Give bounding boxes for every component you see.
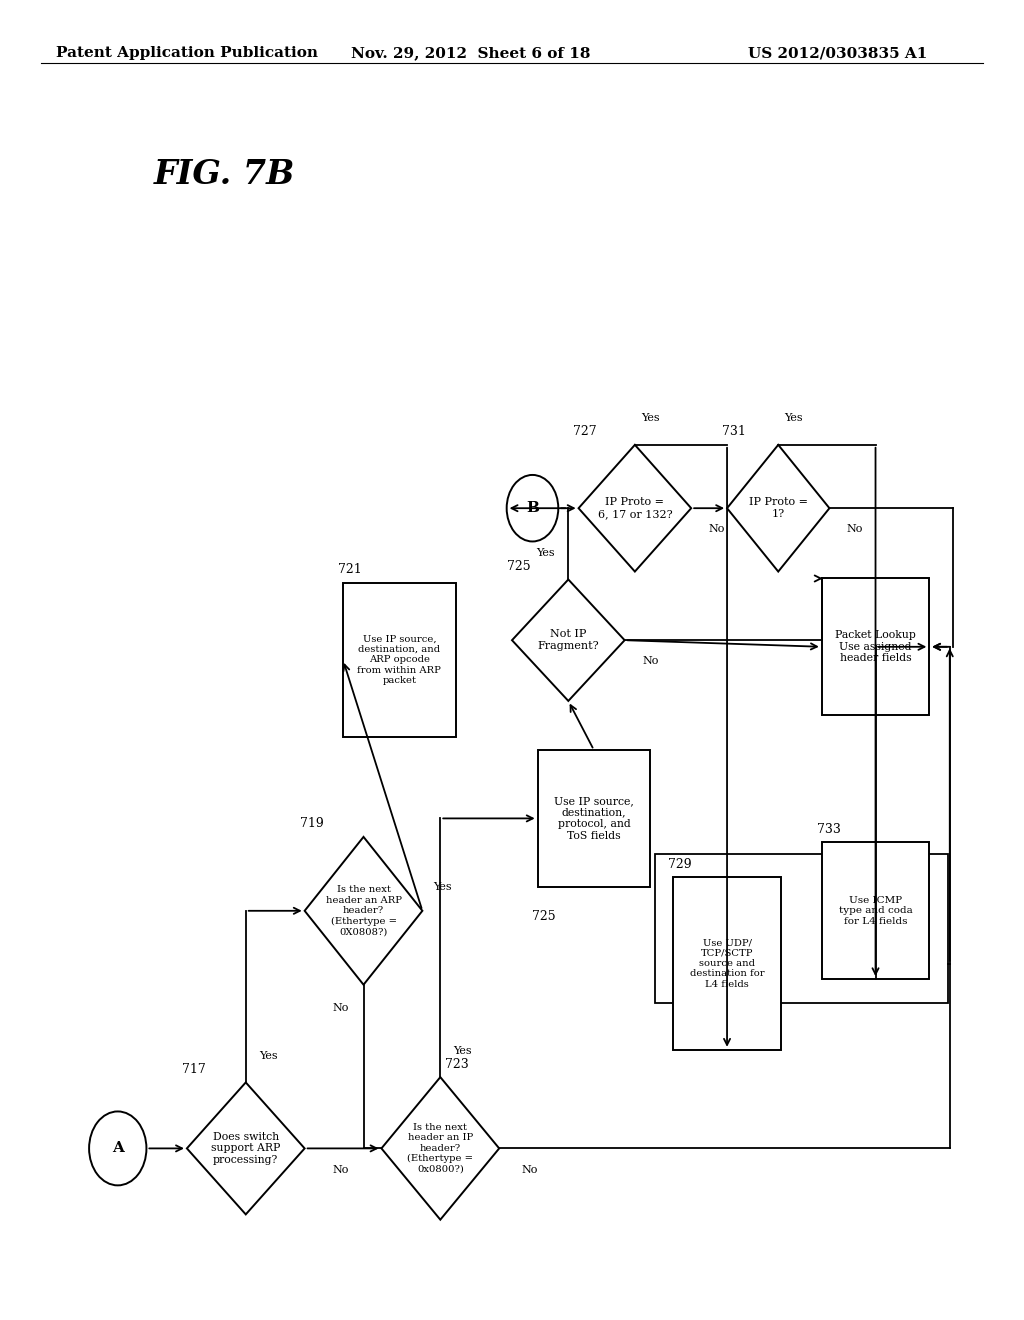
FancyBboxPatch shape (674, 878, 780, 1049)
Text: Yes: Yes (454, 1045, 472, 1056)
Polygon shape (186, 1082, 305, 1214)
Text: Yes: Yes (641, 413, 659, 424)
FancyBboxPatch shape (821, 578, 930, 715)
Text: Yes: Yes (784, 413, 803, 424)
Circle shape (89, 1111, 146, 1185)
Text: B: B (526, 502, 539, 515)
Text: Use UDP/
TCP/SCTP
source and
destination for
L4 fields: Use UDP/ TCP/SCTP source and destination… (690, 939, 764, 989)
Text: 727: 727 (573, 425, 597, 438)
Text: No: No (847, 524, 863, 535)
Text: Packet Lookup
Use assigned
header fields: Packet Lookup Use assigned header fields (836, 630, 915, 664)
Text: No: No (333, 1164, 348, 1175)
Text: 729: 729 (668, 858, 692, 871)
Text: 719: 719 (299, 817, 324, 830)
Text: 723: 723 (445, 1057, 469, 1071)
FancyBboxPatch shape (343, 583, 456, 737)
Text: Is the next
header an IP
header?
(Ethertype =
0x0800?): Is the next header an IP header? (Ethert… (408, 1123, 473, 1173)
Text: Use ICMP
type and coda
for L4 fields: Use ICMP type and coda for L4 fields (839, 896, 912, 925)
Text: 725: 725 (507, 560, 530, 573)
Text: Yes: Yes (537, 548, 555, 558)
FancyBboxPatch shape (821, 842, 930, 979)
Text: 717: 717 (182, 1063, 206, 1076)
FancyBboxPatch shape (538, 750, 650, 887)
Text: Use IP source,
destination,
protocol, and
ToS fields: Use IP source, destination, protocol, an… (554, 796, 634, 841)
Text: 733: 733 (817, 822, 841, 836)
Circle shape (507, 475, 558, 541)
Text: Not IP
Fragment?: Not IP Fragment? (538, 630, 599, 651)
Text: Does switch
support ARP
processing?: Does switch support ARP processing? (211, 1131, 281, 1166)
Polygon shape (381, 1077, 500, 1220)
Text: No: No (333, 1003, 349, 1014)
Text: IP Proto =
6, 17 or 132?: IP Proto = 6, 17 or 132? (598, 498, 672, 519)
Text: IP Proto =
1?: IP Proto = 1? (749, 498, 808, 519)
Text: Patent Application Publication: Patent Application Publication (56, 46, 318, 61)
Text: Nov. 29, 2012  Sheet 6 of 18: Nov. 29, 2012 Sheet 6 of 18 (351, 46, 591, 61)
Polygon shape (579, 445, 691, 572)
Text: US 2012/0303835 A1: US 2012/0303835 A1 (748, 46, 927, 61)
Polygon shape (305, 837, 422, 985)
Text: No: No (709, 524, 725, 535)
Polygon shape (512, 579, 625, 701)
Text: No: No (522, 1164, 538, 1175)
Polygon shape (727, 445, 829, 572)
Text: No: No (642, 656, 658, 667)
Text: 725: 725 (532, 911, 556, 924)
Text: FIG. 7B: FIG. 7B (154, 158, 295, 191)
Text: 731: 731 (722, 425, 745, 438)
Text: A: A (112, 1142, 124, 1155)
Text: Is the next
header an ARP
header?
(Ethertype =
0X0808?): Is the next header an ARP header? (Ether… (326, 886, 401, 936)
Text: Use IP source,
destination, and
ARP opcode
from within ARP
packet: Use IP source, destination, and ARP opco… (357, 635, 441, 685)
Text: Yes: Yes (259, 1051, 278, 1061)
Text: Yes: Yes (433, 882, 453, 892)
Text: 721: 721 (338, 564, 361, 576)
